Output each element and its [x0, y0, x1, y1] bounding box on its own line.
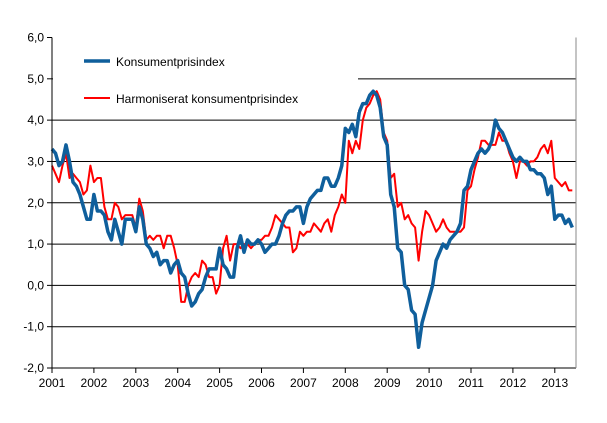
- legend-label-kpi: Konsumentprisindex: [116, 55, 225, 69]
- y-tick-label: 2,0: [27, 196, 44, 210]
- y-tick-label: 3,0: [27, 154, 44, 168]
- x-tick-label: 2008: [332, 376, 359, 390]
- series-line-kpi: [50, 89, 574, 350]
- y-tick-label: -2,0: [23, 361, 44, 375]
- x-tick-label: 2013: [541, 376, 568, 390]
- series-line-hicp: [51, 90, 573, 303]
- y-tick-label: 0,0: [27, 278, 44, 292]
- gridlines: [52, 78, 576, 328]
- legend-background: [53, 40, 358, 112]
- x-tick-label: 2010: [416, 376, 443, 390]
- x-tick-label: 2009: [374, 376, 401, 390]
- x-tick-label: 2002: [81, 376, 108, 390]
- x-tick-label: 2003: [122, 376, 149, 390]
- legend-label-hicp: Harmoniserat konsumentprisindex: [116, 92, 298, 106]
- x-tick-label: 2007: [290, 376, 317, 390]
- y-tick-label: -1,0: [23, 320, 44, 334]
- x-tick-label: 2012: [500, 376, 527, 390]
- axes: -2,0 -1,0 0,0 1,0 2,0 3,0 4,0 5,0 6,0 2001 2002 200…: [23, 31, 577, 390]
- legend: Konsumentprisindex Harmoniserat konsumen…: [84, 55, 298, 106]
- y-tick-label: 4,0: [27, 113, 44, 127]
- x-tick-label: 2011: [458, 376, 484, 390]
- y-tick-label: 6,0: [27, 31, 44, 45]
- x-tick-label: 2006: [248, 376, 275, 390]
- y-tick-label: 5,0: [27, 72, 44, 86]
- x-tick-label: 2001: [39, 376, 66, 390]
- y-tick-label: 1,0: [27, 237, 44, 251]
- x-tick-label: 2004: [164, 376, 191, 390]
- x-tick-label: 2005: [206, 376, 233, 390]
- series-lines: [50, 89, 574, 350]
